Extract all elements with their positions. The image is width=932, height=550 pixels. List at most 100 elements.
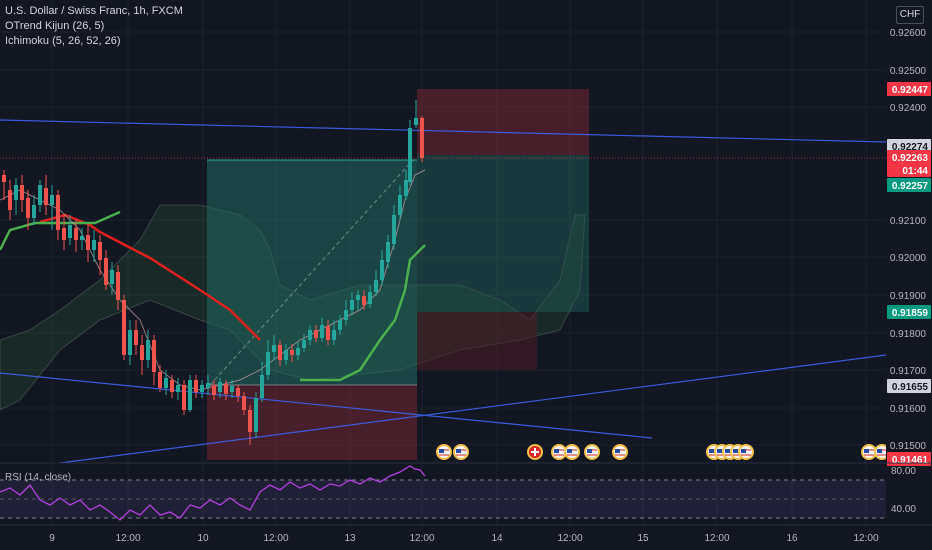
price-label-badge (887, 178, 931, 192)
time-tick-label: 12:00 (115, 533, 140, 544)
candle-body (110, 270, 114, 284)
candle-body (242, 396, 246, 410)
candle-body (254, 398, 258, 432)
candle-body (320, 325, 324, 338)
price-label-badge (887, 150, 931, 164)
candle-body (62, 228, 66, 240)
upper-stop-zone (417, 89, 589, 155)
candle-body (80, 236, 84, 240)
candle-body (104, 258, 108, 285)
price-tick-label: 0.92400 (890, 103, 927, 114)
us-flag-icon[interactable] (738, 444, 754, 460)
candle-body (218, 382, 222, 392)
candle-body (296, 348, 300, 355)
candle-body (182, 385, 186, 410)
candle-body (206, 383, 210, 388)
price-tick-label: 0.91900 (890, 291, 927, 302)
candle-body (50, 195, 54, 205)
price-label-text: 01:44 (902, 166, 928, 177)
price-label-text: 0.92274 (892, 142, 929, 153)
price-axis[interactable]: 0.92600 0.92500 0.92400 0.92100 0.92000 0.919… (890, 28, 927, 452)
candle-body (200, 385, 204, 392)
symbol-title[interactable]: U.S. Dollar / Swiss Franc, 1h, FXCM (5, 5, 183, 17)
candle-body (170, 380, 174, 392)
time-axis[interactable]: 9 12:00 10 12:00 13 12:00 14 12:00 15 12:00 16 12:0… (49, 533, 879, 544)
rsi-tick-label: 40.00 (891, 504, 916, 515)
event-flags[interactable] (436, 444, 890, 460)
candle-body (164, 378, 168, 388)
rsi-legend[interactable]: RSI (14, close) (5, 472, 72, 483)
candle-body (266, 352, 270, 375)
time-tick-label: 9 (49, 533, 55, 544)
currency-button[interactable]: CHF (896, 6, 924, 24)
candle-body (272, 345, 276, 352)
candle-body (392, 215, 396, 244)
price-label-badge (887, 379, 931, 393)
price-tick-label: 0.91800 (890, 329, 927, 340)
rsi-axis: 80.00 40.00 (891, 466, 916, 515)
candle-body (374, 280, 378, 292)
candle-body (420, 118, 424, 158)
chart-legend: U.S. Dollar / Swiss Franc, 1h, FXCM OTre… (5, 4, 183, 49)
us-flag-icon[interactable] (861, 444, 877, 460)
time-tick-label: 13 (344, 533, 356, 544)
upper-target-zone (417, 155, 589, 312)
candle-body (20, 185, 24, 200)
kijun-green-line-2 (300, 244, 426, 382)
candle-body (2, 175, 6, 182)
candle-body (398, 195, 402, 215)
candle-body (386, 242, 390, 262)
us-flag-icon[interactable] (436, 444, 452, 460)
price-label-badge (887, 305, 931, 319)
candle-body (302, 340, 306, 348)
kijun-green-line (0, 210, 121, 251)
candle-body (44, 188, 48, 205)
candle-body (158, 372, 162, 388)
time-tick-label: 16 (786, 533, 798, 544)
swiss-flag-icon[interactable] (527, 444, 543, 460)
indicator-otrend[interactable]: OTrend Kijun (26, 5) (5, 20, 105, 32)
time-tick-label: 10 (197, 533, 209, 544)
candle-body (212, 385, 216, 395)
candle-body (356, 295, 360, 300)
price-label-text: 0.92263 (892, 153, 929, 164)
candle-body (236, 388, 240, 396)
candle-body (68, 225, 72, 238)
price-tick-label: 0.92000 (890, 253, 927, 264)
price-tick-label: 0.92100 (890, 216, 927, 227)
candle-body (176, 385, 180, 392)
us-flag-icon[interactable] (612, 444, 628, 460)
price-label-text: 0.91655 (892, 382, 929, 393)
us-flag-icon[interactable] (551, 444, 567, 460)
candle-body (8, 190, 12, 210)
candle-body (230, 386, 234, 392)
candle-body (404, 180, 408, 196)
indicator-ichimoku[interactable]: Ichimoku (5, 26, 52, 26) (5, 35, 121, 47)
candle-body (38, 185, 42, 205)
candle-body (32, 205, 36, 218)
price-tick-label: 0.92600 (890, 28, 927, 39)
candle-body (122, 300, 126, 355)
us-flag-icon[interactable] (564, 444, 580, 460)
rsi-line (0, 465, 426, 521)
candle-body (408, 128, 412, 182)
time-tick-label: 12:00 (853, 533, 878, 544)
candle-body (134, 330, 138, 345)
price-tick-label: 0.91600 (890, 404, 927, 415)
time-tick-label: 12:00 (263, 533, 288, 544)
candle-body (314, 330, 318, 338)
us-flag-icon[interactable] (584, 444, 600, 460)
time-tick-label: 14 (491, 533, 503, 544)
candle-body (140, 345, 144, 360)
candle-body (248, 410, 252, 432)
candle-body (326, 326, 330, 340)
us-flag-icon[interactable] (453, 444, 469, 460)
candle-body (116, 272, 120, 300)
candle-body (344, 310, 348, 320)
candle-body (284, 350, 288, 360)
time-tick-label: 15 (637, 533, 649, 544)
candle-body (290, 350, 294, 355)
price-label-badge (887, 163, 931, 177)
